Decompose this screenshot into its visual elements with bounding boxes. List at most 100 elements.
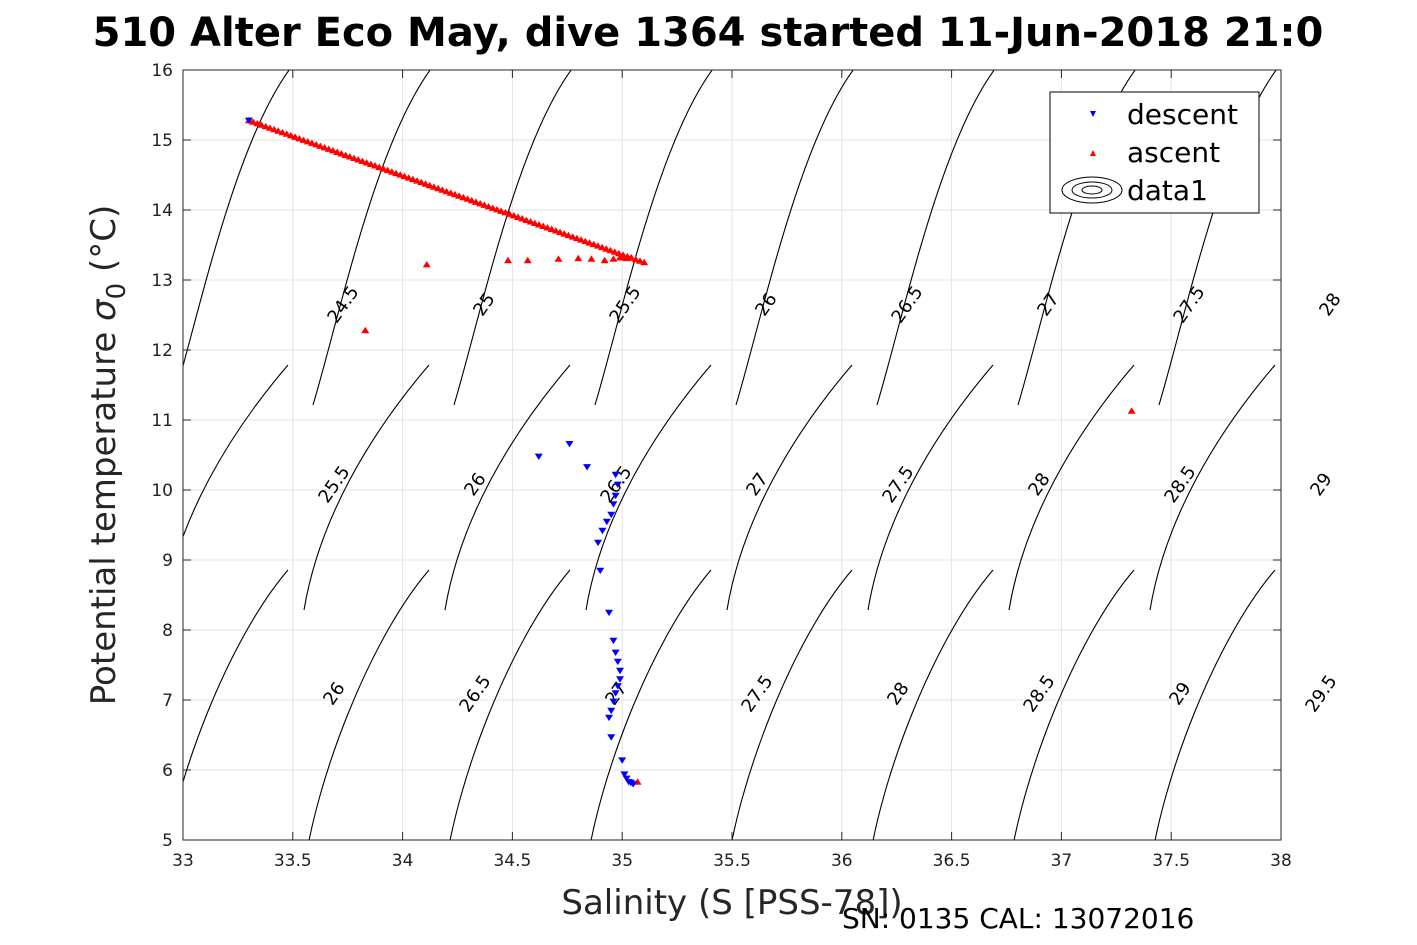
- x-tick-label: 33: [172, 851, 194, 871]
- ascent-point: [413, 177, 422, 184]
- ascent-point: [358, 157, 367, 165]
- ascent-point: [295, 134, 304, 142]
- descent-point: [611, 492, 620, 500]
- ascent-point: [354, 156, 363, 163]
- ascent-point: [371, 162, 380, 169]
- ascent-point: [324, 145, 333, 152]
- descent-point: [534, 453, 543, 460]
- descent-point: [613, 658, 622, 666]
- ascent-point: [291, 133, 300, 140]
- ascent-point: [577, 236, 586, 243]
- ascent-point: [587, 255, 596, 262]
- ascent-point: [450, 190, 459, 198]
- descent-point: [605, 609, 614, 617]
- ascent-point: [278, 128, 287, 136]
- ascent-point: [480, 201, 489, 208]
- ascent-point: [341, 151, 350, 158]
- isopycnal-label: 28: [1315, 289, 1345, 320]
- ascent-point: [286, 131, 295, 139]
- x-tick-label: 37: [1051, 851, 1073, 871]
- descent-point: [620, 771, 629, 778]
- ascent-point: [249, 118, 258, 125]
- isopycnal-label: 29.5: [1301, 671, 1341, 716]
- ascent-point: [539, 222, 548, 230]
- ascent-point: [522, 216, 531, 223]
- descent-point: [613, 481, 622, 488]
- ascent-point: [438, 186, 447, 193]
- isopycnal-line: [449, 569, 571, 840]
- chart-title: 510 Alter Eco May, dive 1364 started 11-…: [93, 10, 1324, 56]
- descent-point: [609, 698, 618, 705]
- ascent-point: [467, 196, 476, 204]
- y-axis-label-sigma: σ: [84, 298, 124, 321]
- descent-point: [594, 539, 603, 547]
- ascent-point: [307, 139, 316, 146]
- ascent-point: [270, 125, 279, 133]
- ascent-point: [434, 184, 443, 192]
- ascent-point: [379, 165, 388, 172]
- ascent-point: [560, 230, 569, 237]
- series-ascent: [244, 116, 1136, 785]
- ascent-point: [602, 245, 611, 252]
- ascent-point: [609, 255, 618, 262]
- descent-point: [602, 518, 611, 526]
- x-tick-label: 35: [611, 851, 633, 871]
- isopycnal-line: [872, 569, 994, 840]
- legend-ascent-label: ascent: [1127, 136, 1220, 169]
- x-tick-label: 34.5: [493, 851, 531, 871]
- y-tick-label: 14: [151, 201, 173, 221]
- ascent-point: [425, 181, 434, 189]
- isopycnal-line: [1154, 569, 1276, 840]
- ascent-point: [463, 195, 472, 202]
- y-tick-label: 10: [151, 481, 173, 501]
- ascent-point: [261, 122, 270, 130]
- ascent-point: [606, 246, 615, 254]
- ascent-point: [362, 159, 371, 166]
- ascent-point: [593, 242, 602, 249]
- ascent-point: [535, 221, 544, 228]
- ascent-point: [459, 193, 468, 201]
- ascent-point: [518, 215, 527, 222]
- x-tick-label: 38: [1270, 851, 1292, 871]
- ascent-point: [320, 144, 329, 151]
- ascent-point: [551, 227, 560, 234]
- descent-point: [611, 471, 620, 479]
- isopycnal-line: [303, 364, 430, 611]
- ascent-point: [421, 180, 430, 187]
- legend-data1-label: data1: [1127, 174, 1208, 207]
- ascent-point: [574, 254, 583, 262]
- ascent-point: [303, 137, 312, 145]
- x-tick-label: 33.5: [274, 851, 312, 871]
- footer-serial-cal: SN: 0135 CAL: 13072016: [842, 902, 1194, 935]
- legend-descent-label: descent: [1127, 98, 1238, 131]
- ascent-point: [572, 234, 581, 242]
- x-axis-label: Salinity (S [PSS-78]): [561, 883, 902, 923]
- isopycnal-line: [444, 364, 571, 611]
- isopycnal-line: [453, 70, 572, 406]
- isopycnal-line: [1013, 569, 1135, 840]
- isopycnal-line: [735, 70, 854, 406]
- ascent-point: [614, 249, 623, 257]
- x-tick-label: 36.5: [933, 851, 971, 871]
- ascent-point: [253, 119, 262, 127]
- ascent-point: [610, 248, 619, 255]
- ascent-point: [526, 218, 535, 225]
- y-tick-label: 7: [162, 691, 173, 711]
- y-axis-label-main: Potential temperature: [84, 321, 124, 705]
- ascent-point: [523, 256, 532, 264]
- legend-descent-marker: [1090, 111, 1096, 117]
- ascent-point: [312, 140, 321, 148]
- ascent-point: [530, 219, 539, 226]
- ascent-point: [1127, 407, 1136, 414]
- y-tick-label: 16: [151, 61, 173, 81]
- ascent-point: [387, 168, 396, 175]
- ascent-point: [375, 163, 384, 171]
- isopycnal-line: [1291, 570, 1416, 870]
- series-descent: [244, 117, 638, 788]
- ascent-point: [585, 239, 594, 246]
- ascent-point: [404, 174, 413, 181]
- isopycnal-line: [731, 569, 853, 840]
- legend: descent ascent data1: [1049, 91, 1260, 214]
- ascent-point: [471, 198, 480, 205]
- isopycnal-line: [876, 70, 995, 406]
